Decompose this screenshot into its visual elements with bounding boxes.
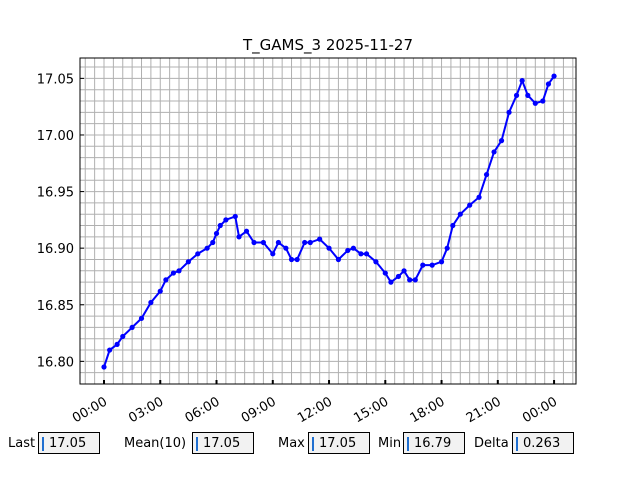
data-point [204,245,210,251]
data-point [129,324,135,331]
y-tick-label: 16.80 [37,355,74,370]
y-tick-label: 17.05 [37,72,74,87]
x-tick-label: 03:00 [126,394,166,426]
data-point [513,92,520,98]
data-point [444,245,450,251]
data-point [260,239,266,246]
data-point [358,251,364,257]
data-point [382,270,388,276]
data-point [195,251,201,257]
x-tick-label: 09:00 [239,394,279,426]
data-point [540,98,546,104]
data-point [223,217,229,223]
data-point [429,262,435,268]
data-point [525,92,531,98]
data-point [350,245,357,251]
data-point [185,259,191,265]
x-tick-label: 12:00 [295,394,335,426]
y-tick-label: 16.90 [37,242,74,257]
data-point [317,236,323,242]
data-point [395,273,402,280]
data-point [363,251,370,257]
data-point [138,315,145,321]
readout-label: Min [378,436,402,451]
data-point [243,228,250,234]
readout-label: Delta [474,436,509,451]
x-tick-label: 00:00 [520,394,560,426]
x-tick-label: 21:00 [464,394,504,426]
data-point [401,268,407,274]
y-tick-label: 16.95 [37,186,74,201]
data-point [251,239,257,246]
data-point [450,222,456,229]
data-point [302,239,308,246]
data-point [236,234,242,240]
data-point [307,239,313,246]
x-tick-label: 15:00 [351,394,391,426]
data-point [457,211,463,217]
data-point [217,222,223,229]
data-point [120,333,126,340]
readout-field[interactable]: 17.05 [192,432,254,454]
readout-field[interactable]: 16.79 [403,432,465,454]
chart-title: T_GAMS_3 2025-11-27 [242,36,413,55]
data-point [283,245,289,251]
data-point [388,279,394,285]
data-point [232,213,238,220]
plot-frame [79,57,577,385]
readout-field[interactable]: 17.05 [38,432,100,454]
y-tick-label: 17.00 [37,129,74,144]
data-point [275,239,281,246]
data-point [335,256,342,263]
data-point [114,341,120,347]
data-point [545,81,552,87]
data-point [288,256,295,263]
x-tick-label: 06:00 [183,394,223,426]
data-point [483,171,490,178]
x-tick-label: 18:00 [408,394,448,426]
data-point [467,202,473,208]
data-point [210,239,216,246]
data-point [170,270,176,276]
data-point [157,288,163,294]
data-point [326,245,332,251]
data-point [498,138,505,144]
data-point [107,347,113,353]
data-point [176,268,182,274]
x-tick-label: 00:00 [70,394,110,426]
data-point [101,364,107,370]
readout-label: Max [278,436,305,451]
readout-label: Last [8,436,36,451]
data-point [506,109,512,115]
data-point [213,230,220,237]
chart: T_GAMS_3 2025-11-27 16.80 16.85 16.90 16.95… [37,36,577,426]
data-point [345,247,351,254]
readout-label: Mean(10) [124,436,187,451]
data-point [294,256,300,263]
readout-field[interactable]: 17.05 [308,432,370,454]
data-point [491,149,497,155]
y-tick-label: 16.85 [37,299,74,314]
data-point [163,277,169,283]
data-point [532,100,538,106]
data-point [551,73,557,79]
data-point [476,194,482,200]
data-point [519,78,525,84]
readout-field[interactable]: 0.263 [512,432,574,454]
data-point [412,277,418,283]
data-point [420,262,426,268]
data-point [407,277,413,283]
data-point [148,299,154,306]
data-point [438,259,445,265]
data-point [373,259,379,265]
data-point [270,251,276,257]
readout-bar: Last 17.05 Mean(10) 17.05 Max 17.05 Min 16.79 De… [0,432,640,458]
